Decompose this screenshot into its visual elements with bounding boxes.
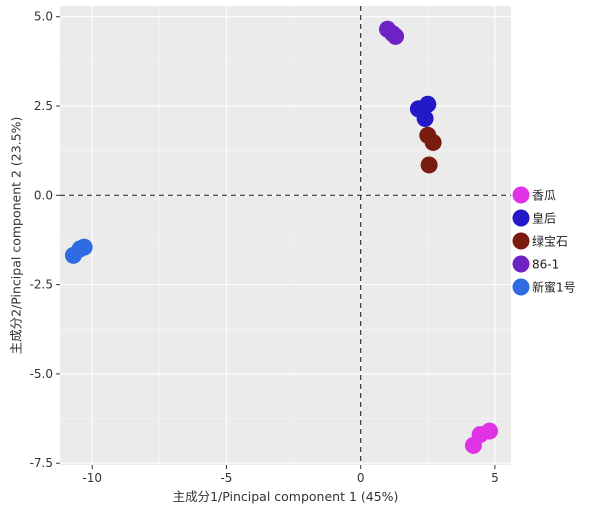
y-tick-label: 0.0 [34,188,53,202]
legend-label: 香瓜 [532,189,556,203]
legend-label: 86-1 [532,258,559,272]
x-tick-label: 5 [491,471,499,485]
x-tick-label: -5 [220,471,232,485]
legend-marker [512,209,530,227]
y-tick-label: -2.5 [30,278,53,292]
legend-label: 新蜜1号 [532,280,576,295]
data-point [419,95,437,113]
reference-lines [60,6,511,465]
legend-item: 新蜜1号 [512,278,576,296]
legend-item: 香瓜 [512,186,556,204]
legend-item: 绿宝石 [512,232,568,250]
legend-item: 86-1 [512,255,559,273]
data-point [424,133,442,151]
y-tick-label: 5.0 [34,10,53,24]
x-axis-ticks: -10 -5 0 5 [82,465,499,485]
legend-marker [512,278,530,296]
legend-label: 绿宝石 [532,234,568,249]
data-point [420,156,438,174]
x-tick-label: -10 [82,471,102,485]
plot-panel [60,6,511,465]
y-axis-ticks: 5.0 2.5 0.0 -2.5 -5.0 -7.5 [30,10,60,470]
data-point [387,27,405,45]
legend-label: 皇后 [532,212,556,226]
legend-marker [512,186,530,204]
legend-item: 皇后 [512,209,556,227]
legend-marker [512,232,530,250]
y-tick-label: 2.5 [34,99,53,113]
y-axis-title: 主成分2/Pincipal component 2 (23.5%) [9,117,24,355]
data-point [481,422,499,440]
data-point [64,246,82,264]
y-tick-label: -7.5 [30,456,53,470]
x-axis-title: 主成分1/Pincipal component 1 (45%) [173,489,399,504]
y-tick-label: -5.0 [30,367,53,381]
data-points [64,20,499,454]
legend-marker [512,255,530,273]
data-point [416,110,434,128]
x-tick-label: 0 [357,471,365,485]
